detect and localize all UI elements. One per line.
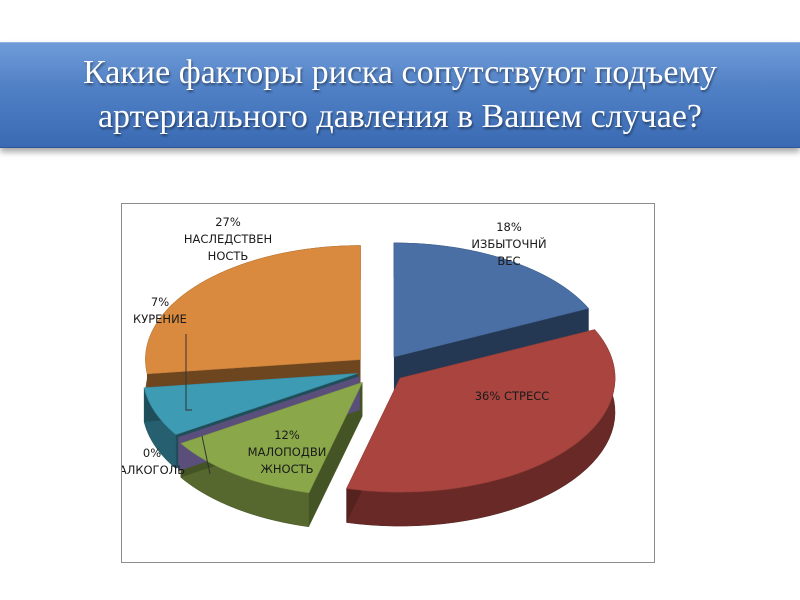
slice-5-top (145, 245, 361, 375)
label-5-line-1: НАСЛЕДСТВЕН (184, 232, 272, 246)
title-banner: Какие факторы риска сопутствуют подъему … (0, 42, 800, 148)
label-3-line-0: 0% (143, 446, 161, 460)
label-5-line-0: 27% (215, 215, 241, 229)
slice-0-top (393, 242, 590, 358)
label-0-line-1: ИЗБЫТОЧНЙ (471, 236, 546, 251)
label-3-line-1: АЛКОГОЛЬ (122, 463, 185, 477)
pie-chart: 18% ИЗБЫТОЧНЙ ВЕС 36% СТРЕСС 12% МАЛОПОДВИ ЖНО… (119, 215, 616, 528)
label-2-line-0: 12% (274, 428, 300, 442)
label-3: 0% АЛКОГОЛЬ (122, 446, 185, 477)
label-2: 12% МАЛОПОДВИ ЖНОСТЬ (248, 428, 327, 476)
label-5: 27% НАСЛЕДСТВЕН НОСТЬ (184, 215, 272, 263)
label-4: 7% КУРЕНИЕ (133, 295, 187, 326)
pie-tops (143, 242, 616, 494)
label-1-line-0: 36% СТРЕСС (475, 389, 550, 403)
label-0: 18% ИЗБЫТОЧНЙ ВЕС (471, 220, 546, 268)
slice-2-top (180, 381, 363, 494)
leader-line-alcohol (201, 435, 211, 475)
label-5-line-2: НОСТЬ (208, 249, 249, 263)
slice-4-top (143, 373, 358, 435)
leader-line-smoking (185, 334, 192, 411)
label-2-line-1: МАЛОПОДВИ (248, 445, 327, 459)
label-0-line-2: ВЕС (497, 254, 520, 268)
label-0-line-0: 18% (496, 220, 522, 234)
label-1: 36% СТРЕСС (475, 389, 550, 403)
label-4-line-1: КУРЕНИЕ (133, 312, 187, 326)
label-2-line-2: ЖНОСТЬ (260, 462, 313, 476)
leader-lines (185, 334, 211, 475)
slice-1-top (346, 329, 616, 493)
pie-labels: 18% ИЗБЫТОЧНЙ ВЕС 36% СТРЕСС 12% МАЛОПОДВИ ЖНО… (119, 215, 550, 477)
chart-frame: 18% ИЗБЫТОЧНЙ ВЕС 36% СТРЕСС 12% МАЛОПОДВИ ЖНО… (119, 203, 655, 563)
label-4-line-0: 7% (151, 295, 169, 309)
title-line-2: артериального давления в Вашем случае? (97, 98, 703, 135)
title-line-1: Какие факторы риска сопутствуют подъему (83, 54, 717, 91)
